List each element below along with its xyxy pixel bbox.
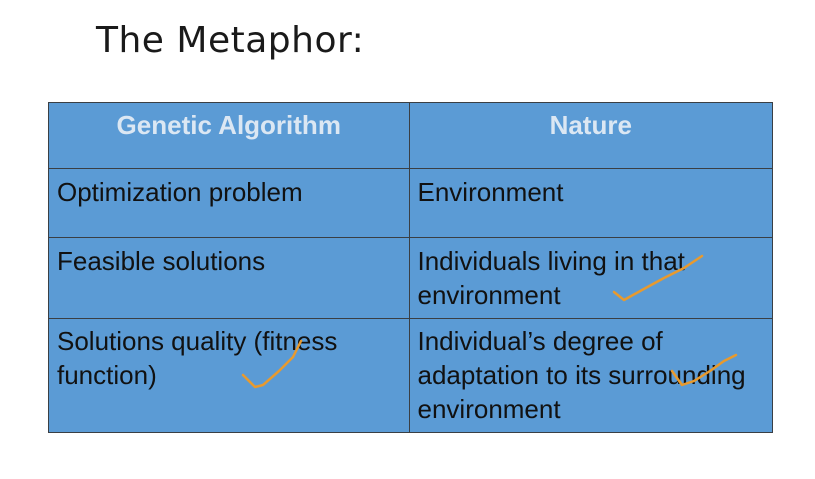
- header-genetic-algorithm: Genetic Algorithm: [48, 102, 410, 169]
- table-header-row: Genetic Algorithm Nature: [48, 102, 773, 169]
- slide-title: The Metaphor:: [96, 20, 365, 61]
- header-nature: Nature: [408, 102, 773, 169]
- table-cell-text: Individual’s degree of adaptation to its…: [417, 326, 746, 424]
- table-cell-with-check: Individuals living in that environment: [408, 237, 773, 319]
- table-cell: Environment: [408, 168, 773, 238]
- table-row: Solutions quality (fitness function) Ind…: [48, 318, 773, 433]
- table-row: Feasible solutions Individuals living in…: [48, 237, 773, 319]
- table-row: Optimization problem Environment: [48, 168, 773, 238]
- table-cell-text: Individuals living in that environment: [417, 246, 685, 310]
- table-cell: Feasible solutions: [48, 237, 410, 319]
- metaphor-table: Genetic Algorithm Nature Optimization pr…: [48, 102, 773, 433]
- table-cell-text: Solutions quality (fitness function): [57, 326, 338, 390]
- table-cell: Optimization problem: [48, 168, 410, 238]
- table-cell-with-check: Solutions quality (fitness function): [48, 318, 410, 433]
- table-cell-with-check: Individual’s degree of adaptation to its…: [408, 318, 773, 433]
